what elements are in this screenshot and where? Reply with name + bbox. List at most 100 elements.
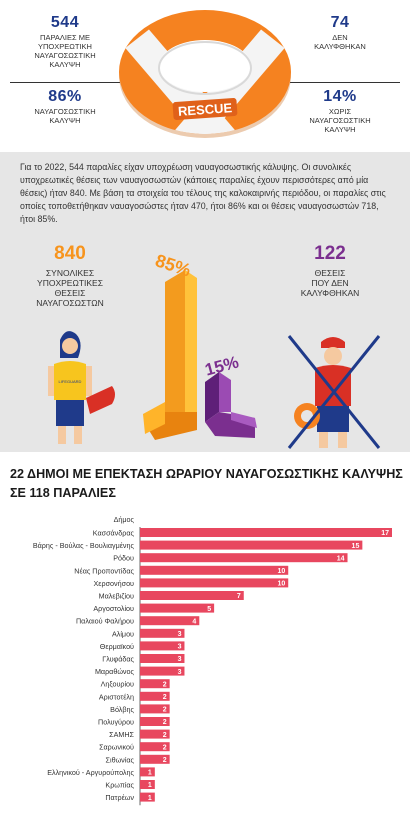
stat-value: 544 <box>50 14 80 31</box>
total-positions-value: 840 <box>54 243 86 264</box>
bar-value-label: 3 <box>178 669 182 676</box>
bar-value-label: 2 <box>163 744 167 751</box>
stat-coverage-percent: 86% ΝΑΥΑΓΟΣΩΣΤΙΚΗ ΚΑΛΥΨΗ <box>0 88 130 125</box>
category-header: Δήμος <box>114 515 135 524</box>
stat-value: 74 <box>330 14 350 31</box>
bar <box>140 641 185 651</box>
bar-value-label: 1 <box>148 770 152 777</box>
bar <box>140 616 200 626</box>
category-label: Πατρέων <box>105 793 134 802</box>
bar <box>140 654 185 663</box>
bar-value-label: 14 <box>337 555 345 562</box>
bar <box>140 578 289 588</box>
label-line: ΝΑΥΑΓΟΣΩΣΤΙΚΗ <box>309 116 371 125</box>
uncovered-share-shape <box>205 372 257 438</box>
label-line: ΘΕΣΕΙΣ <box>54 288 86 298</box>
category-label: Ληξουρίου <box>101 680 134 689</box>
bar <box>140 591 244 600</box>
category-label: Θερμαϊκού <box>100 642 134 651</box>
covered-share-shape <box>143 270 197 440</box>
label-line: ΧΩΡΙΣ <box>328 107 352 116</box>
bar-value-label: 1 <box>148 782 152 789</box>
bar <box>140 691 170 701</box>
lifebuoy-icon: RESCUE <box>119 10 291 138</box>
label-line: ΠΑΡΑΛΙΕΣ ΜΕ <box>40 33 90 42</box>
category-label: Κασσάνδρας <box>93 529 135 538</box>
bar <box>140 553 348 563</box>
category-label: Μαλεβιζίου <box>99 592 134 601</box>
bar-value-label: 2 <box>163 707 167 714</box>
svg-text:LIFEGUARD: LIFEGUARD <box>59 379 82 384</box>
bar <box>140 729 170 739</box>
label-line: ΚΑΛΥΨΗ <box>49 60 81 69</box>
bar-value-label: 2 <box>163 681 167 688</box>
section-title: 22 ΔΗΜΟΙ ΜΕ ΕΠΕΚΤΑΣΗ ΩΡΑΡΙΟΥ ΝΑΥΑΓΟΣΩΣΤΙ… <box>10 467 403 500</box>
category-label: Χερσονήσου <box>94 579 135 588</box>
stat-value: 14% <box>323 88 357 105</box>
crossed-lifeguard-icon <box>287 335 381 449</box>
bar <box>140 540 363 550</box>
uncovered-positions-value: 122 <box>314 243 346 264</box>
bar-value-label: 15 <box>352 543 360 550</box>
stat-beaches-mandatory: 544 ΠΑΡΑΛΙΕΣ ΜΕ ΥΠΟΧΡΕΩΤΙΚΗ ΝΑΥΑΓΟΣΩΣΤΙΚΗ Κ… <box>0 14 130 69</box>
stat-label: ΝΑΥΑΓΟΣΩΣΤΙΚΗ ΚΑΛΥΨΗ <box>0 107 130 125</box>
bar-value-label: 3 <box>178 656 182 663</box>
category-label: Αλίμου <box>112 629 134 638</box>
bar <box>140 717 170 726</box>
bar <box>140 754 170 764</box>
bar <box>140 679 170 689</box>
bar-value-label: 3 <box>178 631 182 638</box>
divider-left <box>10 82 120 83</box>
divider-right <box>290 82 400 83</box>
bar-value-label: 5 <box>207 606 211 613</box>
label-line: ΥΠΟΧΡΕΩΤΙΚΕΣ <box>37 278 103 288</box>
bar-value-label: 10 <box>277 568 285 575</box>
ring-label: RESCUE <box>177 100 232 119</box>
bar <box>140 792 155 802</box>
bar-value-label: 10 <box>277 581 285 588</box>
stat-label: ΠΑΡΑΛΙΕΣ ΜΕ ΥΠΟΧΡΕΩΤΙΚΗ ΝΑΥΑΓΟΣΩΣΤΙΚΗ ΚΑΛΥΨ… <box>0 33 130 69</box>
bar-value-label: 3 <box>178 644 182 651</box>
uncovered-share-label: 15% <box>203 352 241 379</box>
category-label: Μαραθώνος <box>95 667 135 676</box>
category-label: Γλυφάδας <box>102 655 134 664</box>
bar <box>140 704 170 714</box>
bar <box>140 666 185 676</box>
label-line: ΔΕΝ <box>332 33 348 42</box>
category-label: Κρωπίας <box>105 781 134 790</box>
stat-label: ΧΩΡΙΣ ΝΑΥΑΓΟΣΩΣΤΙΚΗ ΚΑΛΥΨΗ <box>275 107 405 134</box>
share-graphic: 85% 15% <box>143 250 257 440</box>
bar <box>140 780 155 789</box>
stat-value: 86% <box>48 88 82 105</box>
label-line: ΠΟΥ ΔΕΝ <box>311 278 349 288</box>
bar <box>140 565 289 575</box>
label-line: ΥΠΟΧΡΕΩΤΙΚΗ <box>38 42 92 51</box>
bar-value-label: 2 <box>163 757 167 764</box>
bar-value-label: 2 <box>163 732 167 739</box>
stat-not-covered: 74 ΔΕΝ ΚΑΛΥΦΘΗΚΑΝ <box>275 14 405 51</box>
bar <box>140 767 155 777</box>
stat-no-coverage-percent: 14% ΧΩΡΙΣ ΝΑΥΑΓΟΣΩΣΤΙΚΗ ΚΑΛΥΨΗ <box>275 88 405 134</box>
bar <box>140 528 392 537</box>
category-label: Βάρης - Βούλας - Βουλιαγμένης <box>33 541 135 550</box>
bar <box>140 603 215 613</box>
label-line: ΚΑΛΥΦΘΗΚΑΝ <box>314 42 366 51</box>
category-label: Σιθωνίας <box>106 755 135 764</box>
label-line: ΚΑΛΥΨΗ <box>49 116 81 125</box>
bar-value-label: 2 <box>163 719 167 726</box>
category-label: Πολυγύρου <box>98 718 134 727</box>
label-line: ΣΥΝΟΛΙΚΕΣ <box>45 268 95 278</box>
category-label: Ελληνικού - Αργυρούπολης <box>47 768 134 777</box>
lifeguard-icon: LIFEGUARD <box>48 331 115 444</box>
category-label: Αργοστολίου <box>93 604 134 613</box>
bar <box>140 742 170 752</box>
bar-value-label: 7 <box>237 593 241 600</box>
uncovered-positions-label: ΘΕΣΕΙΣ ΠΟΥ ΔΕΝ ΚΑΛΥΦΘΗΚΑΝ <box>275 268 385 298</box>
category-label: ΣΑΜΗΣ <box>109 730 134 739</box>
bar-value-label: 17 <box>381 530 389 537</box>
category-label: Βόλβης <box>110 705 134 714</box>
bar <box>140 628 185 638</box>
category-label: Παλαιού Φαλήρου <box>76 617 134 626</box>
label-line: ΝΑΥΑΓΟΣΩΣΤΙΚΗ <box>34 51 96 60</box>
